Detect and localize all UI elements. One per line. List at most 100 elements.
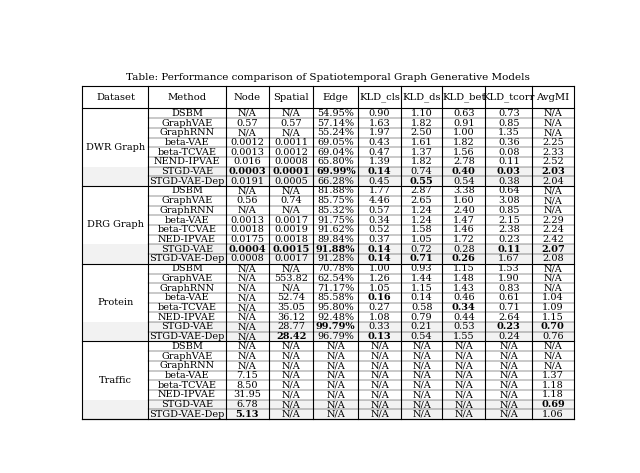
Text: 0.33: 0.33 [369,323,390,332]
Text: N/A: N/A [370,351,389,360]
Text: 36.12: 36.12 [277,313,305,322]
Text: 1.39: 1.39 [369,158,390,166]
Text: 0.90: 0.90 [369,109,390,118]
Text: 3.38: 3.38 [453,186,475,195]
Text: N/A: N/A [282,284,300,293]
Text: 54.95%: 54.95% [317,109,354,118]
Bar [83,400,573,410]
Text: 0.11: 0.11 [498,158,520,166]
Text: N/A: N/A [282,381,300,390]
Text: N/A: N/A [412,371,431,380]
Text: 2.38: 2.38 [498,225,520,234]
Text: 0.37: 0.37 [369,235,390,244]
Text: 0.54: 0.54 [411,332,433,341]
Text: beta-VAE: beta-VAE [164,138,209,147]
Text: 0.0017: 0.0017 [274,254,308,263]
Text: N/A: N/A [454,400,473,409]
Text: 0.24: 0.24 [498,332,520,341]
Text: N/A: N/A [326,390,345,399]
Text: 1.67: 1.67 [498,254,520,263]
Text: N/A: N/A [454,351,473,360]
Text: 0.0018: 0.0018 [230,225,264,234]
Text: STGD-VAE-Dep: STGD-VAE-Dep [149,254,225,263]
Text: Node: Node [234,93,260,102]
Text: 2.08: 2.08 [542,254,564,263]
Text: 1.15: 1.15 [411,284,433,293]
Text: 69.99%: 69.99% [316,167,356,176]
Text: N/A: N/A [412,342,431,351]
Bar [83,225,573,235]
Bar [83,186,573,196]
Bar [83,254,573,264]
Text: N/A: N/A [238,186,257,195]
Text: 1.90: 1.90 [498,274,520,283]
Text: beta-VAE: beta-VAE [164,371,209,380]
Text: 0.21: 0.21 [411,323,433,332]
Text: 1.18: 1.18 [542,381,564,390]
Text: 1.26: 1.26 [369,274,390,283]
Text: 1.08: 1.08 [369,313,390,322]
Text: 28.77: 28.77 [277,323,305,332]
Bar [83,118,573,128]
Text: 1.48: 1.48 [453,274,475,283]
Text: 1.63: 1.63 [369,119,390,128]
Text: 0.28: 0.28 [453,245,475,254]
Text: 0.26: 0.26 [452,254,476,263]
Text: N/A: N/A [238,332,257,341]
Text: GraphRNN: GraphRNN [159,206,214,215]
Text: N/A: N/A [412,410,431,419]
Text: 2.78: 2.78 [453,158,475,166]
Text: 1.00: 1.00 [369,264,390,273]
Text: 2.65: 2.65 [411,196,433,205]
Text: 62.54%: 62.54% [317,274,354,283]
Bar [83,86,573,108]
Text: 1.72: 1.72 [453,235,475,244]
Bar [83,293,573,303]
Text: 1.56: 1.56 [453,148,475,157]
Text: 0.0013: 0.0013 [230,216,264,225]
Text: beta-VAE: beta-VAE [164,293,209,302]
Text: 0.52: 0.52 [369,225,390,234]
Bar [83,312,573,322]
Text: GraphVAE: GraphVAE [161,196,212,205]
Text: 1.46: 1.46 [453,225,475,234]
Text: 0.71: 0.71 [498,303,520,312]
Text: N/A: N/A [499,342,518,351]
Text: N/A: N/A [238,342,257,351]
Text: DSBM: DSBM [171,109,203,118]
Text: Edge: Edge [323,93,349,102]
Text: N/A: N/A [543,186,563,195]
Bar [83,196,573,206]
Text: 0.0004: 0.0004 [228,245,266,254]
Text: 0.0191: 0.0191 [230,177,264,186]
Text: 1.18: 1.18 [542,390,564,399]
Text: 0.0017: 0.0017 [274,216,308,225]
Text: 0.23: 0.23 [498,235,520,244]
Text: KLD_tcorr: KLD_tcorr [483,92,535,102]
Text: beta-TCVAE: beta-TCVAE [157,381,216,390]
Text: 0.0175: 0.0175 [230,235,264,244]
Text: NEND-IPVAE: NEND-IPVAE [154,158,220,166]
Text: 0.03: 0.03 [497,167,521,176]
Text: 1.05: 1.05 [369,284,390,293]
Text: 0.56: 0.56 [236,196,258,205]
Text: 35.05: 35.05 [277,303,305,312]
Text: 3.08: 3.08 [498,196,520,205]
Text: 0.47: 0.47 [369,148,390,157]
Text: Traffic: Traffic [99,376,132,385]
Text: NED-IPVAE: NED-IPVAE [158,235,216,244]
Text: 1.97: 1.97 [369,128,390,137]
Text: 69.04%: 69.04% [317,148,354,157]
Text: 1.24: 1.24 [411,216,433,225]
Text: N/A: N/A [282,206,300,215]
Text: N/A: N/A [543,206,563,215]
Text: 0.43: 0.43 [369,138,390,147]
Text: 0.23: 0.23 [497,323,521,332]
Text: N/A: N/A [499,390,518,399]
Text: 0.57: 0.57 [369,206,390,215]
Text: 85.32%: 85.32% [317,206,354,215]
Text: 91.62%: 91.62% [317,225,354,234]
Text: 2.52: 2.52 [542,158,564,166]
Text: Method: Method [168,93,207,102]
Text: 0.46: 0.46 [453,293,475,302]
